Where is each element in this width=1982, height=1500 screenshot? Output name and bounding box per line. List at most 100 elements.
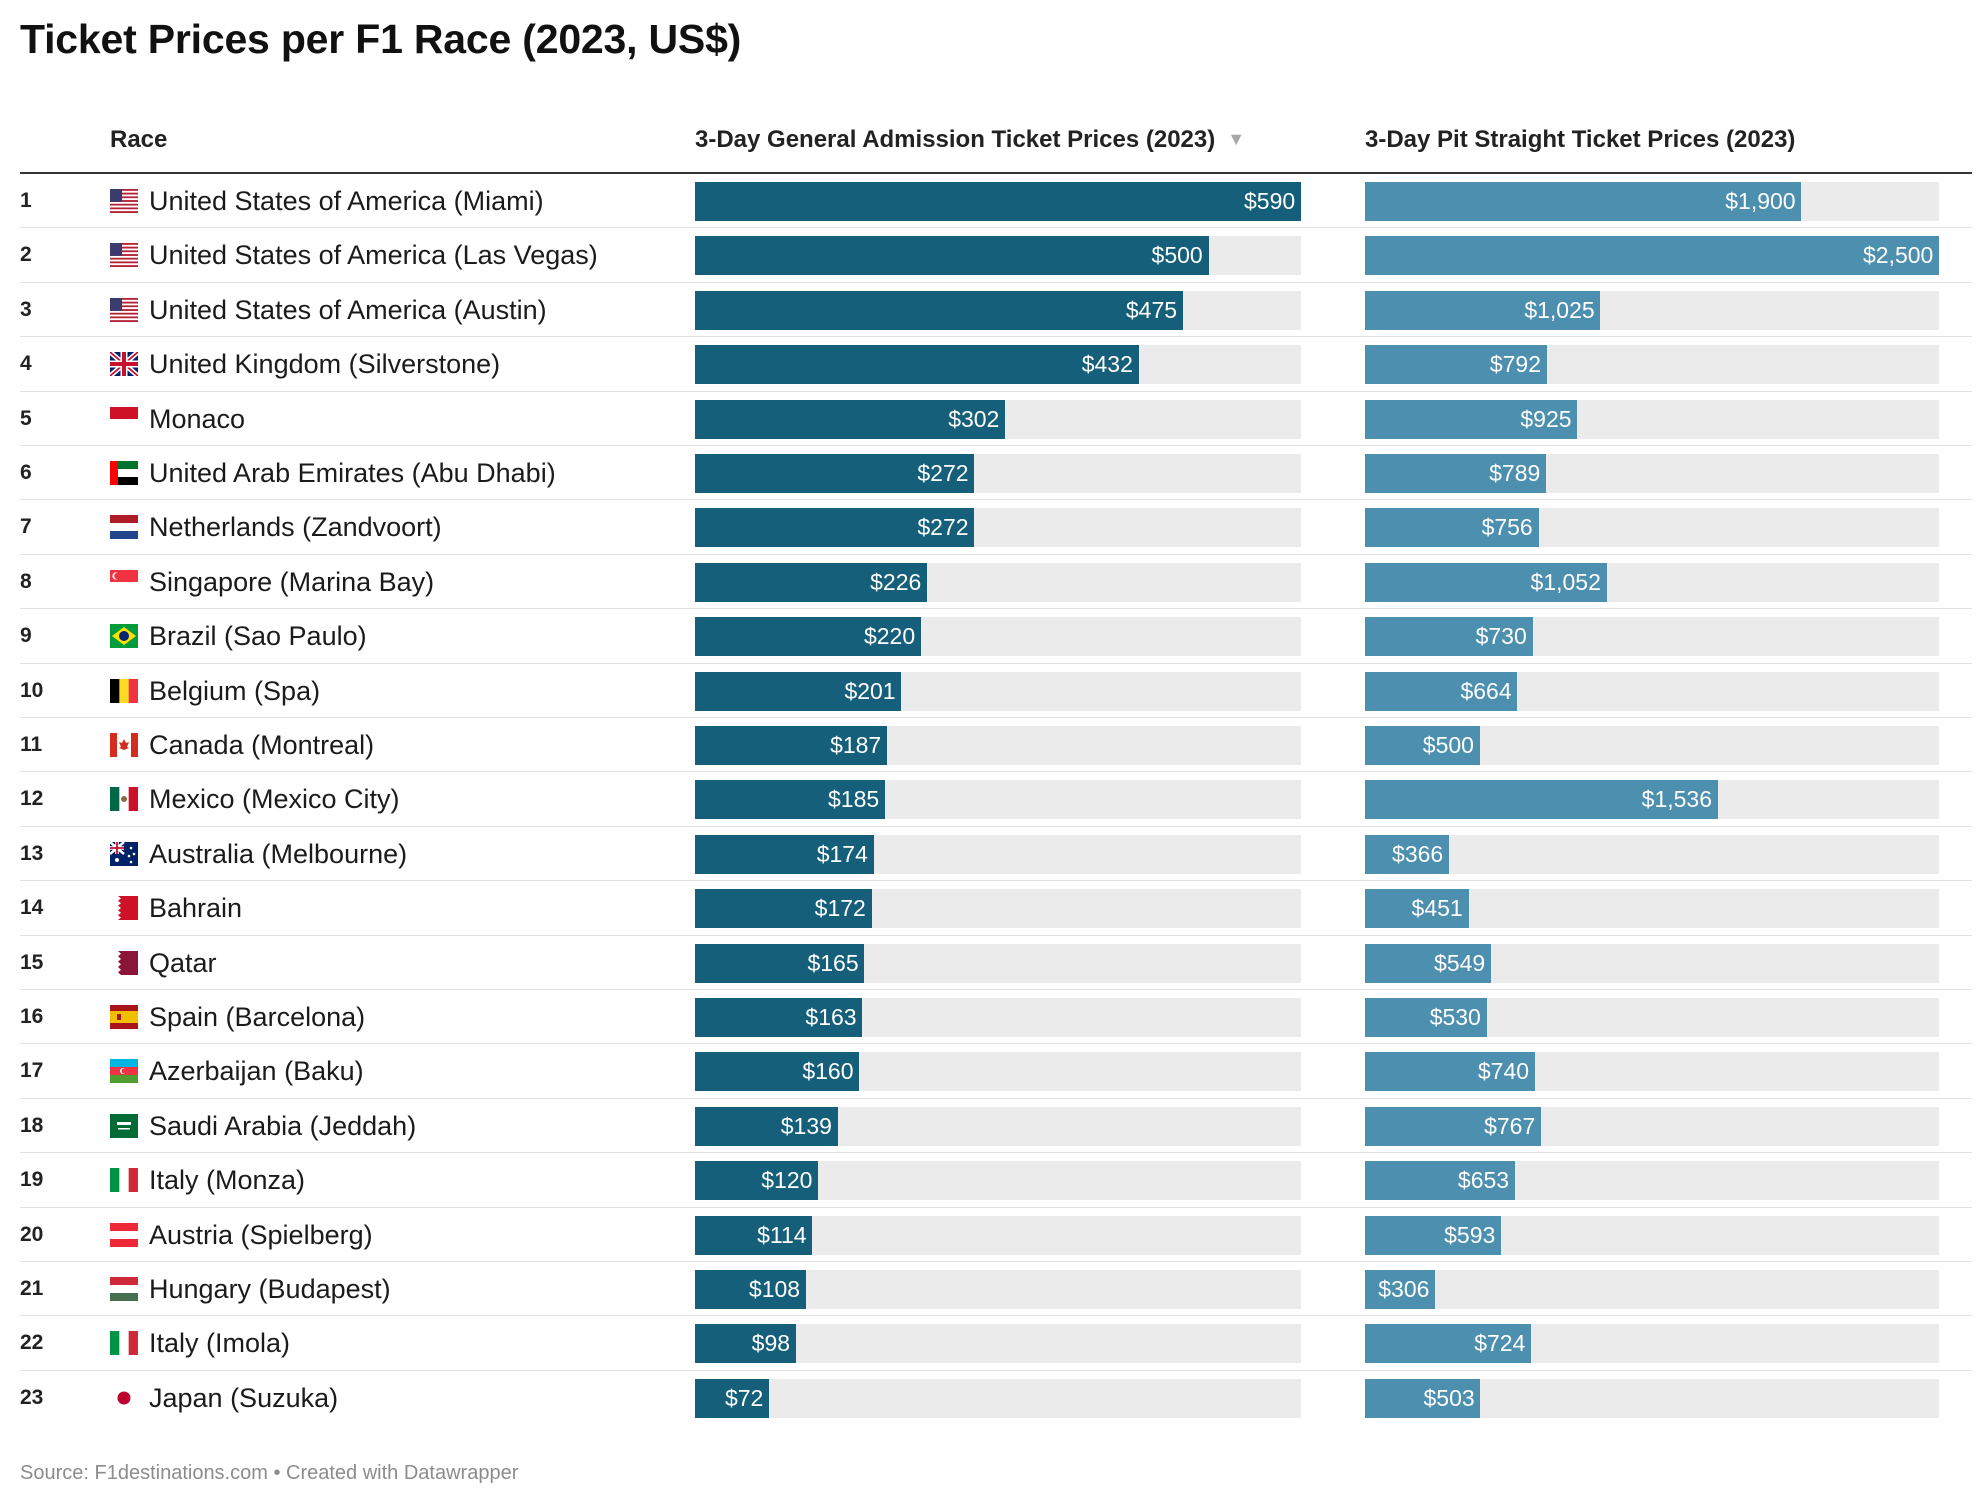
- pit-price-label: $1,536: [1641, 786, 1713, 813]
- ga-price-bar: [695, 834, 874, 874]
- flag-nl-icon: [110, 515, 138, 540]
- row-divider: [20, 390, 1972, 392]
- ga-price-bar: [695, 617, 921, 657]
- pit-price-label: $306: [1378, 1276, 1430, 1302]
- column-header-general-admission[interactable]: 3-Day General Admission Ticket Prices (2…: [695, 126, 1245, 154]
- pit-price-bar: [1365, 617, 1533, 657]
- ga-price-label: $160: [802, 1058, 854, 1085]
- pit-bar-track: $500: [1365, 726, 1939, 765]
- row-rank: 19: [20, 1168, 44, 1192]
- pit-price-bar: [1365, 345, 1547, 385]
- row-divider: [20, 1152, 1972, 1154]
- pit-bar-track: $767: [1365, 1106, 1939, 1146]
- flag-jp-icon: [117, 1391, 131, 1405]
- row-rank: 1: [20, 189, 32, 212]
- ga-price-bar: [695, 726, 888, 765]
- flag-at-icon: [110, 1222, 138, 1247]
- pit-price-label: $1,900: [1725, 188, 1796, 214]
- row-rank: 13: [20, 841, 44, 865]
- pit-bar-track: $925: [1365, 399, 1939, 439]
- flag-us-icon: [110, 243, 138, 268]
- ga-bar-track: $302: [695, 399, 1301, 439]
- pit-bar-track: $2,500: [1365, 236, 1939, 276]
- sort-descending-icon[interactable]: ▼: [1227, 129, 1246, 149]
- table-row: 15 Qatar $165 $549: [20, 936, 1972, 990]
- ga-bar-track: $187: [695, 726, 1301, 765]
- ga-bar-track: $114: [695, 1215, 1301, 1255]
- row-divider: [20, 1097, 1972, 1099]
- ga-bar-track: $165: [695, 943, 1301, 983]
- pit-price-bar: [1365, 998, 1487, 1037]
- ga-price-label: $272: [917, 514, 969, 541]
- flag-bh-icon: [110, 896, 138, 921]
- ga-bar-track: $475: [695, 290, 1301, 330]
- ga-price-label: $120: [761, 1167, 813, 1194]
- ga-price-bar: [695, 1052, 860, 1092]
- row-divider: [20, 662, 1972, 664]
- column-header-pit-straight[interactable]: 3-Day Pit Straight Ticket Prices (2023): [1365, 126, 1796, 153]
- ga-price-label: $174: [816, 840, 868, 867]
- pit-price-bar: [1365, 943, 1492, 983]
- pit-bar-track: $724: [1365, 1324, 1939, 1364]
- pit-bar-track: $789: [1365, 454, 1939, 493]
- ga-price-label: $114: [757, 1221, 807, 1248]
- table-row: 21 Hungary (Budapest) $108 $306: [20, 1262, 1972, 1317]
- row-rank: 14: [20, 896, 44, 920]
- pit-bar-track: $1,025: [1365, 290, 1939, 330]
- row-divider: [20, 1043, 1972, 1045]
- flag-hu-icon: [110, 1277, 138, 1301]
- pit-price-label: $503: [1423, 1384, 1475, 1411]
- row-rank: 2: [20, 243, 32, 267]
- pit-price-label: $451: [1411, 895, 1463, 922]
- ga-price-bar: [695, 889, 872, 929]
- pit-price-label: $767: [1484, 1112, 1536, 1139]
- flag-ca-icon: [110, 733, 138, 757]
- column-header-race[interactable]: Race: [110, 126, 168, 153]
- pit-price-bar: [1365, 834, 1450, 874]
- ga-price-label: $98: [751, 1330, 791, 1357]
- pit-price-label: $366: [1392, 840, 1444, 867]
- table-row: 11 Canada (Montreal) $187 $500: [20, 718, 1972, 773]
- row-divider: [20, 716, 1972, 718]
- table-row: 7 Netherlands (Zandvoort) $272 $756: [20, 500, 1972, 555]
- flag-us-icon: [110, 297, 138, 322]
- column-header-general-admission-label: 3-Day General Admission Ticket Prices (2…: [695, 126, 1216, 153]
- table-row: 6 United Arab Emirates (Abu Dhabi) $272 $78…: [20, 446, 1972, 501]
- table-row: 8 Singapore (Marina Bay) $226 $1,052: [20, 555, 1972, 610]
- ga-price-bar: [695, 1324, 796, 1364]
- race-name: Australia (Melbourne): [149, 838, 408, 869]
- ga-price-bar: [695, 236, 1209, 276]
- table-row: 16 Spain (Barcelona) $163 $530: [20, 990, 1972, 1045]
- ga-price-label: $108: [748, 1276, 801, 1302]
- table-row: 9 Brazil (Sao Paulo) $220 $730: [20, 609, 1972, 664]
- ga-price-label: $226: [870, 568, 922, 595]
- pit-price-label: $792: [1489, 351, 1541, 378]
- ga-bar-track: $185: [695, 780, 1301, 820]
- race-name: Hungary (Budapest): [149, 1274, 391, 1304]
- ga-price-label: $187: [830, 732, 882, 758]
- pit-bar-track: $1,900: [1365, 182, 1939, 221]
- row-rank: 5: [20, 406, 32, 430]
- ga-price-label: $185: [828, 786, 880, 813]
- table-row: 12 Mexico (Mexico City) $185 $1,536: [20, 772, 1972, 827]
- race-name: Brazil (Sao Paulo): [149, 621, 367, 652]
- ga-price-label: $139: [780, 1112, 832, 1139]
- row-rank: 18: [20, 1113, 44, 1137]
- row-rank: 9: [20, 624, 32, 648]
- flag-mc-icon: [110, 406, 138, 431]
- ga-price-bar: [695, 454, 975, 493]
- row-rank: 3: [20, 297, 32, 321]
- ga-bar-track: $432: [695, 345, 1301, 385]
- pit-bar-track: $664: [1365, 671, 1939, 711]
- row-rank: 12: [20, 787, 44, 811]
- race-name: Bahrain: [149, 893, 243, 924]
- row-rank: 7: [20, 515, 32, 539]
- pit-bar-track: $1,052: [1365, 562, 1939, 602]
- row-rank: 22: [20, 1331, 44, 1355]
- pit-price-bar: [1365, 1052, 1535, 1092]
- flag-it-icon: [110, 1331, 138, 1356]
- ga-bar-track: $220: [695, 617, 1301, 657]
- pit-bar-track: $1,536: [1365, 780, 1939, 820]
- row-divider: [20, 227, 1972, 229]
- race-name: Qatar: [149, 947, 217, 978]
